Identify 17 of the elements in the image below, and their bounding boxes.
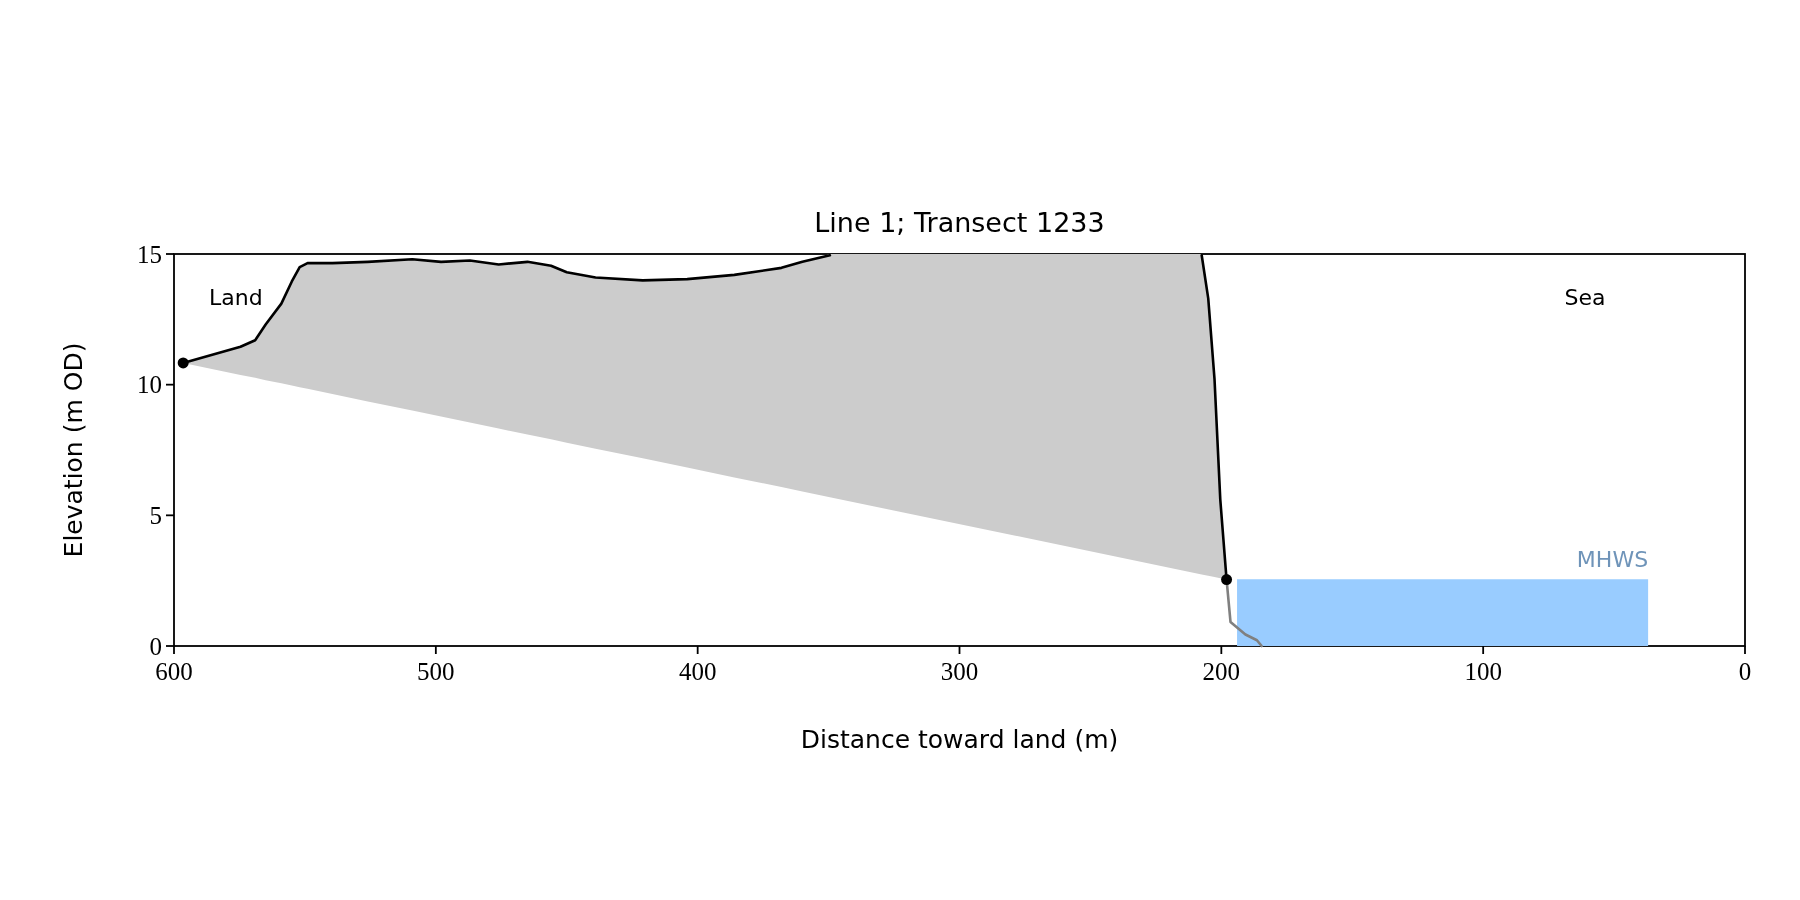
x-tick-label: 300 [940, 658, 979, 685]
x-tick-label: 200 [1202, 658, 1241, 685]
x-tick-label: 100 [1464, 658, 1502, 685]
x-tick-label: 600 [155, 658, 193, 685]
x-tick-label: 500 [417, 658, 455, 685]
y-tick-label: 15 [137, 240, 162, 268]
y-axis-title: Elevation (m OD) [59, 342, 88, 558]
y-tick-label: 10 [137, 371, 162, 399]
series-label: MHWS [1576, 547, 1649, 573]
y-tick-label: 0 [149, 632, 162, 660]
y-tick-label: 5 [149, 501, 162, 529]
annotation: Sea [1564, 285, 1606, 310]
annotation: Land [209, 285, 263, 310]
x-tick-label: 0 [1738, 658, 1752, 685]
chart-title: Line 1; Transect 1233 [814, 207, 1105, 238]
x-axis-title: Distance toward land (m) [800, 725, 1119, 754]
x-tick-label: 400 [678, 658, 717, 685]
